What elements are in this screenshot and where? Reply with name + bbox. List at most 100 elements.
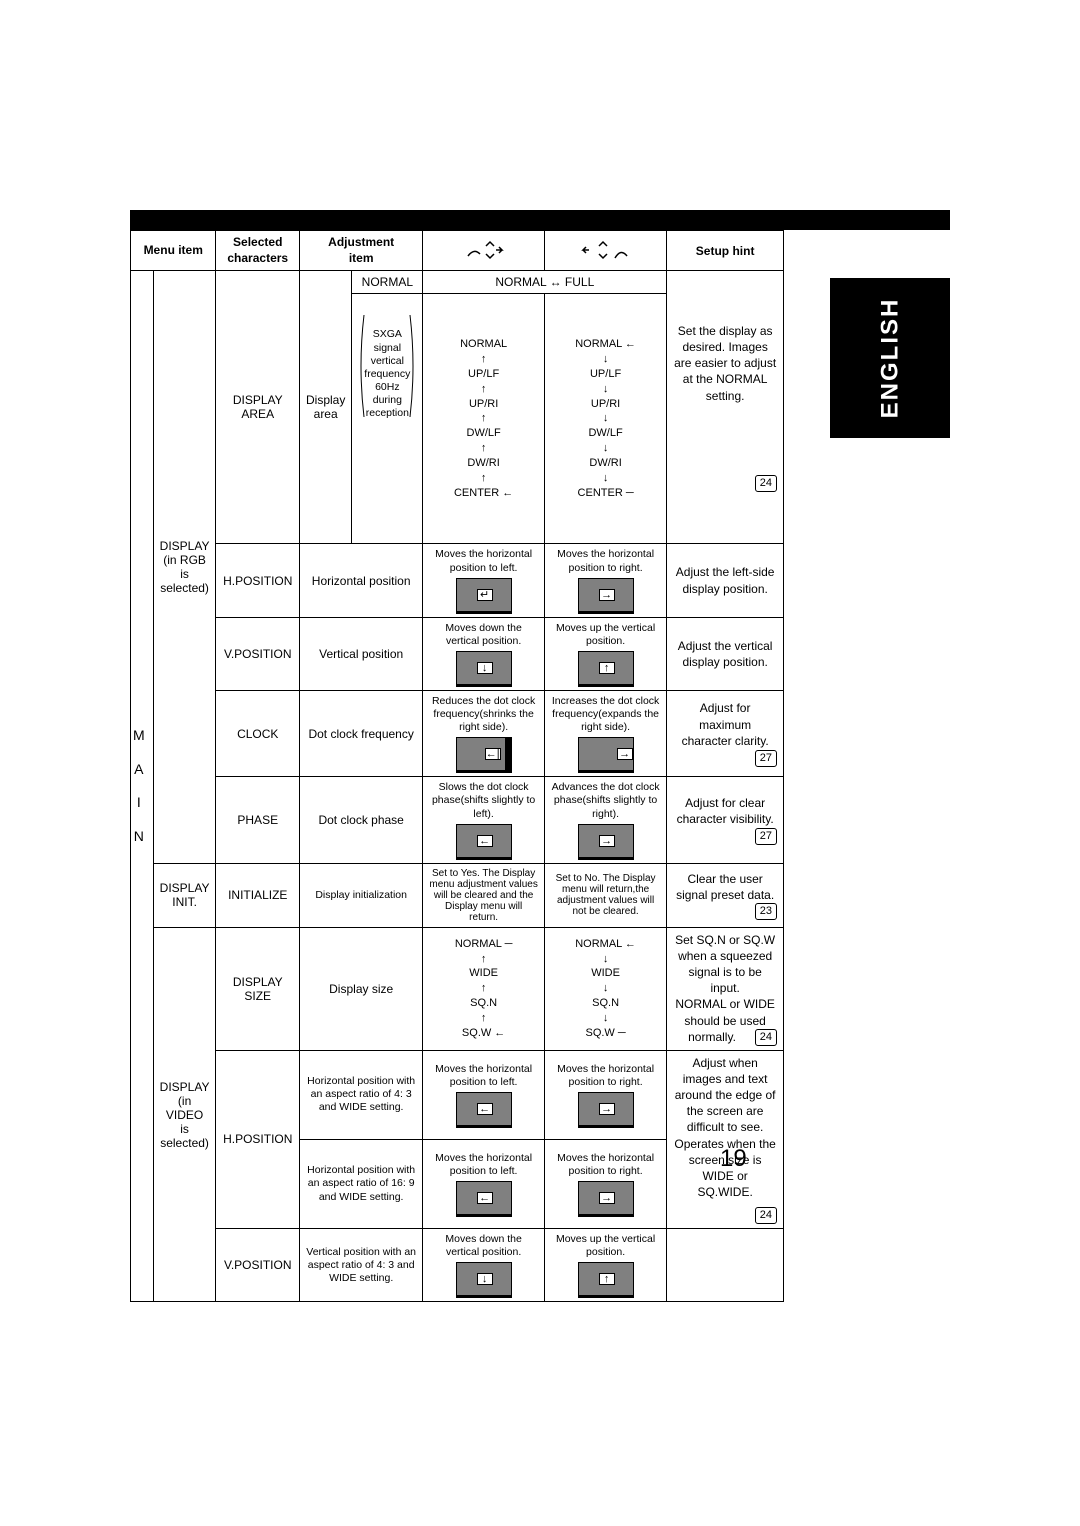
selected-char: PHASE bbox=[216, 777, 300, 863]
display-icon: ↑ bbox=[578, 1262, 634, 1296]
main-letter: I bbox=[133, 786, 151, 820]
hint-cell: Adjust for maximum character clarity. 27 bbox=[667, 690, 784, 776]
left-effect: Moves down the vertical position. ↓ bbox=[423, 617, 545, 690]
display-icon: ←| bbox=[456, 737, 512, 771]
display-icon: → bbox=[578, 578, 634, 612]
page-ref: 27 bbox=[755, 750, 777, 767]
table-row: H.POSITION Horizontal position with an a… bbox=[131, 1050, 784, 1139]
right-effect: Moves the horizontal position to right. … bbox=[544, 1139, 666, 1228]
hint-cell: Set the display as desired. Images are e… bbox=[667, 271, 784, 544]
group-label: DISPLAY INIT. bbox=[153, 863, 216, 927]
page-ref: 24 bbox=[755, 1029, 777, 1046]
adj-item-a: Display area bbox=[299, 271, 351, 544]
selected-char: V.POSITION bbox=[216, 1229, 300, 1302]
adj-item: Horizontal position with an aspect ratio… bbox=[299, 1050, 422, 1139]
page-ref: 27 bbox=[755, 828, 777, 845]
page-ref: 23 bbox=[755, 903, 777, 920]
table-row: CLOCK Dot clock frequency Reduces the do… bbox=[131, 690, 784, 776]
adj-item: Display initialization bbox=[299, 863, 422, 927]
adj-item: Display size bbox=[299, 927, 422, 1050]
selected-char: H.POSITION bbox=[216, 544, 300, 617]
right-effect: Moves the horizontal position to right. … bbox=[544, 544, 666, 617]
hint-cell: Clear the user signal preset data. 23 bbox=[667, 863, 784, 927]
table-container: Menu item Selected characters Adjustment… bbox=[130, 230, 784, 1302]
selected-char: CLOCK bbox=[216, 690, 300, 776]
language-tab: ENGLISH bbox=[830, 278, 950, 438]
hint-cell: Adjust when images and text around the e… bbox=[667, 1050, 784, 1229]
display-icon: ↓ bbox=[456, 1262, 512, 1296]
hint-cell bbox=[667, 1229, 784, 1302]
menu-table: Menu item Selected characters Adjustment… bbox=[130, 230, 784, 1302]
table-row: V.POSITION Vertical position Moves down … bbox=[131, 617, 784, 690]
adj-item: Horizontal position bbox=[299, 544, 422, 617]
table-row: DISPLAY (in VIDEO is selected) DISPLAY S… bbox=[131, 927, 784, 1050]
hint-cell: Set SQ.N or SQ.W when a squeezed signal … bbox=[667, 927, 784, 1050]
left-sequence: NORMAL ─ ↑ WIDE ↑ SQ.N ↑ SQ.W ← bbox=[423, 927, 545, 1050]
main-letter: N bbox=[133, 820, 151, 854]
table-row: DISPLAY INIT. INITIALIZE Display initial… bbox=[131, 863, 784, 927]
left-effect: Moves the horizontal position to left. ← bbox=[423, 1139, 545, 1228]
display-icon: ← bbox=[456, 1181, 512, 1215]
right-effect: Increases the dot clock frequency(expand… bbox=[544, 690, 666, 776]
display-icon: ↵ bbox=[456, 578, 512, 612]
display-icon: → bbox=[578, 737, 634, 771]
left-effect: Reduces the dot clock frequency(shrinks … bbox=[423, 690, 545, 776]
right-effect: Set to No. The Display menu will return,… bbox=[544, 863, 666, 927]
hint-text: Set the display as desired. Images are e… bbox=[674, 324, 776, 403]
left-effect: Slows the dot clock phase(shifts slightl… bbox=[423, 777, 545, 863]
col-adjustment: Adjustment item bbox=[299, 231, 422, 271]
selected-char: DISPLAY AREA bbox=[216, 271, 300, 544]
hint-cell: Adjust the vertical display position. bbox=[667, 617, 784, 690]
left-effect: Set to Yes. The Display menu adjustment … bbox=[423, 863, 545, 927]
table-row: H.POSITION Horizontal position Moves the… bbox=[131, 544, 784, 617]
col-left-control-icon bbox=[423, 231, 545, 271]
effect-cell: NORMAL ↔ FULL bbox=[423, 271, 667, 294]
col-right-control-icon bbox=[544, 231, 666, 271]
table-row: V.POSITION Vertical position with an asp… bbox=[131, 1229, 784, 1302]
display-icon: ↓ bbox=[456, 651, 512, 685]
top-black-bar bbox=[130, 210, 950, 230]
col-hint: Setup hint bbox=[667, 231, 784, 271]
main-label: M A I N bbox=[131, 271, 154, 1302]
left-effect: Moves the horizontal position to left. ← bbox=[423, 1050, 545, 1139]
left-sequence: NORMAL ↑ UP/LF ↑ UP/RI ↑ DW/LF ↑ DW/RI ↑… bbox=[423, 294, 545, 544]
adj-item: Horizontal position with an aspect ratio… bbox=[299, 1139, 422, 1228]
adj-item-b: SXGA signal vertical frequency 60Hz duri… bbox=[352, 294, 423, 544]
left-effect: Moves down the vertical position. ↓ bbox=[423, 1229, 545, 1302]
display-icon: → bbox=[578, 1181, 634, 1215]
right-effect: Moves the horizontal position to right. … bbox=[544, 1050, 666, 1139]
right-effect: Moves up the vertical position. ↑ bbox=[544, 1229, 666, 1302]
display-icon: ↑ bbox=[578, 651, 634, 685]
right-sequence: NORMAL ← ↓ UP/LF ↓ UP/RI ↓ DW/LF ↓ DW/RI… bbox=[544, 294, 666, 544]
selected-char: H.POSITION bbox=[216, 1050, 300, 1229]
main-letter: M bbox=[133, 719, 151, 753]
page-number: 19 bbox=[720, 1145, 747, 1173]
right-sequence: NORMAL ← ↓ WIDE ↓ SQ.N ↓ SQ.W ─ bbox=[544, 927, 666, 1050]
adj-item-b: NORMAL bbox=[352, 271, 423, 294]
selected-char: V.POSITION bbox=[216, 617, 300, 690]
col-selected: Selected characters bbox=[216, 231, 300, 271]
display-icon: → bbox=[578, 1092, 634, 1126]
display-icon: ← bbox=[456, 824, 512, 858]
adj-item: Dot clock frequency bbox=[299, 690, 422, 776]
adj-item: Vertical position with an aspect ratio o… bbox=[299, 1229, 422, 1302]
hint-cell: Adjust for clear character visibility. 2… bbox=[667, 777, 784, 863]
main-letter: A bbox=[133, 753, 151, 787]
left-effect: Moves the horizontal position to left. ↵ bbox=[423, 544, 545, 617]
right-effect: Moves up the vertical position. ↑ bbox=[544, 617, 666, 690]
adj-item: Vertical position bbox=[299, 617, 422, 690]
adj-item: Dot clock phase bbox=[299, 777, 422, 863]
language-label: ENGLISH bbox=[876, 298, 904, 419]
selected-char: DISPLAY SIZE bbox=[216, 927, 300, 1050]
col-menu-item: Menu item bbox=[131, 231, 216, 271]
hint-cell: Adjust the left-side display position. bbox=[667, 544, 784, 617]
display-icon: → bbox=[578, 824, 634, 858]
page-ref: 24 bbox=[755, 475, 777, 492]
selected-char: INITIALIZE bbox=[216, 863, 300, 927]
page-ref: 24 bbox=[755, 1207, 777, 1224]
table-row: M A I N DISPLAY (in RGB is selected) DIS… bbox=[131, 271, 784, 294]
right-effect: Advances the dot clock phase(shifts slig… bbox=[544, 777, 666, 863]
header-row: Menu item Selected characters Adjustment… bbox=[131, 231, 784, 271]
group-label: DISPLAY (in VIDEO is selected) bbox=[153, 927, 216, 1302]
table-row: PHASE Dot clock phase Slows the dot cloc… bbox=[131, 777, 784, 863]
